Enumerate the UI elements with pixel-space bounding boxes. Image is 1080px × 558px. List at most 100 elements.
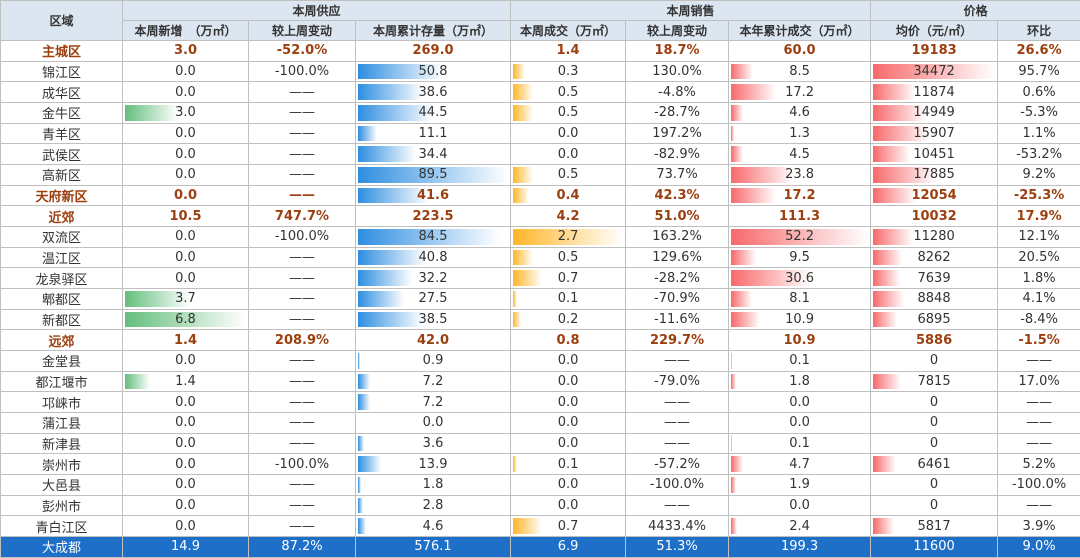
cell-text: 269.0	[412, 43, 453, 58]
cell-text: 0.0	[558, 374, 579, 389]
cell-text: 3.6	[423, 436, 444, 451]
column-header: 本年累计成交（万㎡）	[729, 21, 871, 41]
value-cell: 0.0	[356, 413, 511, 434]
cell-text: 7.2	[423, 395, 444, 410]
cell-text: 44.5	[419, 105, 448, 120]
value-cell: 38.5	[356, 309, 511, 330]
region-cell: 青羊区	[1, 123, 123, 144]
value-cell: -25.3%	[998, 185, 1080, 206]
cell-text: -100.0%	[275, 457, 329, 472]
cell-text: 0.0	[174, 188, 197, 203]
value-cell: ——	[249, 433, 356, 454]
value-cell: ——	[249, 123, 356, 144]
cell-text: 10451	[913, 147, 954, 162]
cell-text: 0.0	[175, 250, 196, 265]
cell-text: 0.0	[175, 395, 196, 410]
cell-text: ——	[1026, 498, 1052, 513]
cell-text: ——	[289, 374, 315, 389]
value-cell: 11.1	[356, 123, 511, 144]
data-bar	[731, 312, 760, 328]
value-cell: ——	[626, 392, 729, 413]
cell-text: 0.0	[558, 353, 579, 368]
value-cell: 11600	[871, 537, 998, 558]
value-cell: 3.7	[123, 289, 249, 310]
cell-text: 34472	[913, 64, 954, 79]
cell-text: -53.2%	[1016, 147, 1062, 162]
value-cell: -5.3%	[998, 103, 1080, 124]
data-bar	[358, 436, 364, 452]
value-cell: ——	[249, 392, 356, 413]
value-cell: 0.0	[123, 165, 249, 186]
cell-text: 0.0	[789, 415, 810, 430]
value-cell: 12054	[871, 185, 998, 206]
cell-text: 17.9%	[1017, 209, 1062, 224]
cell-text: 天府新区	[35, 190, 87, 205]
value-cell: 7815	[871, 371, 998, 392]
cell-text: 新津县	[42, 438, 81, 453]
cell-text: 8.5	[789, 64, 810, 79]
value-cell: 0.0	[123, 123, 249, 144]
value-cell: 0.0	[729, 392, 871, 413]
cell-text: ——	[1026, 395, 1052, 410]
cell-text: 34.4	[419, 147, 448, 162]
value-cell: 0	[871, 495, 998, 516]
value-cell: 10032	[871, 206, 998, 227]
cell-text: 6.9	[558, 539, 579, 554]
cell-text: 8.1	[789, 291, 810, 306]
cell-text: ——	[1026, 415, 1052, 430]
value-cell: 5817	[871, 516, 998, 537]
value-cell: 0.0	[729, 495, 871, 516]
cell-text: -1.5%	[1018, 333, 1059, 348]
value-cell: 0	[871, 433, 998, 454]
cell-text: -82.9%	[654, 147, 700, 162]
cell-text: 10.9	[785, 312, 814, 327]
value-cell: ——	[249, 144, 356, 165]
value-cell: 0.1	[511, 454, 626, 475]
cell-text: 郫都区	[42, 293, 81, 308]
cell-text: ——	[289, 167, 315, 182]
header-row: 本周新增 （万㎡）较上周变动本周累计存量（万㎡）本周成交（万㎡）较上周变动本年累…	[1, 21, 1080, 41]
region-cell: 天府新区	[1, 185, 123, 206]
value-cell: 0.0	[123, 82, 249, 103]
cell-text: ——	[289, 436, 315, 451]
cell-text: 0.1	[789, 436, 810, 451]
value-cell: 17.9%	[998, 206, 1080, 227]
cell-text: -52.0%	[277, 43, 328, 58]
cell-text: 0.0	[558, 436, 579, 451]
value-cell: ——	[998, 433, 1080, 454]
value-cell: 0.3	[511, 61, 626, 82]
cell-text: 青白江区	[35, 521, 87, 536]
value-cell: 0.0	[511, 392, 626, 413]
value-cell: 17885	[871, 165, 998, 186]
cell-text: ——	[289, 519, 315, 534]
data-bar	[731, 105, 743, 121]
value-cell: ——	[249, 413, 356, 434]
cell-text: 32.2	[419, 271, 448, 286]
cell-text: 0.1	[789, 353, 810, 368]
value-cell: 2.8	[356, 495, 511, 516]
value-cell: 747.7%	[249, 206, 356, 227]
cell-text: 129.6%	[652, 250, 702, 265]
value-cell: 199.3	[729, 537, 871, 558]
value-cell: 9.0%	[998, 537, 1080, 558]
value-cell: 9.2%	[998, 165, 1080, 186]
cell-text: 0.4	[557, 188, 580, 203]
data-bar	[513, 64, 525, 80]
data-bar	[731, 518, 737, 534]
cell-text: 11600	[913, 539, 954, 554]
cell-text: ——	[664, 436, 690, 451]
cell-text: -11.6%	[654, 312, 700, 327]
cell-text: 4.5	[789, 147, 810, 162]
value-cell: 0	[871, 351, 998, 372]
column-header: 本周成交（万㎡）	[511, 21, 626, 41]
cell-text: ——	[1026, 436, 1052, 451]
value-cell: 0.0	[511, 144, 626, 165]
data-bar	[873, 146, 910, 162]
cell-text: 3.0	[175, 105, 196, 120]
